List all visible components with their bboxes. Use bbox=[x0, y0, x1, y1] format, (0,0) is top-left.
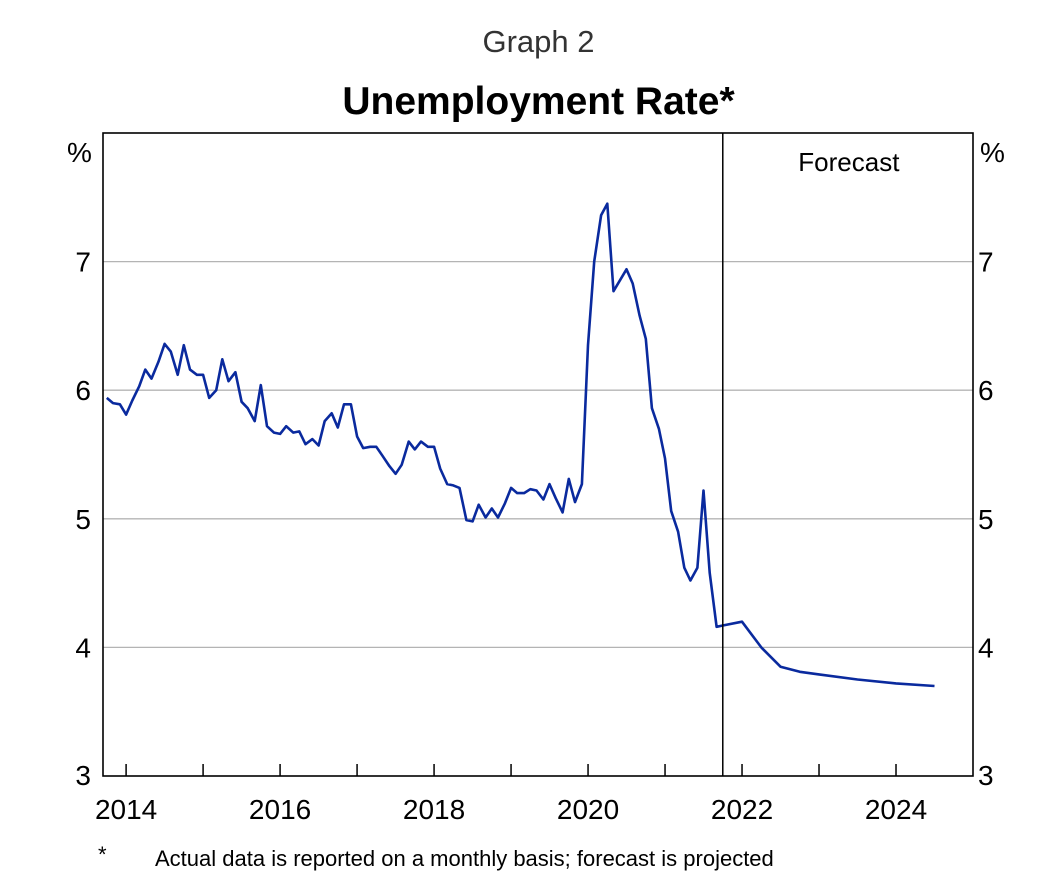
footnote-text: Actual data is reported on a monthly bas… bbox=[155, 846, 774, 871]
x-tick-label-2020: 2020 bbox=[557, 794, 619, 825]
y-tick-label-left-5: 5 bbox=[75, 504, 91, 535]
y-unit-left: % bbox=[67, 137, 92, 168]
x-tick-label-2014: 2014 bbox=[95, 794, 157, 825]
plot-frame bbox=[102, 132, 974, 777]
forecast-label: Forecast bbox=[798, 147, 900, 177]
y-tick-label-right-4: 4 bbox=[978, 632, 994, 663]
y-tick-label-right-6: 6 bbox=[978, 375, 994, 406]
y-tick-label-left-3: 3 bbox=[75, 760, 91, 791]
footnote-marker: * bbox=[98, 842, 107, 867]
chart-title: Unemployment Rate* bbox=[342, 80, 735, 123]
y-tick-label-right-7: 7 bbox=[978, 247, 994, 278]
series-line-0 bbox=[105, 202, 935, 688]
axis-labels: 3 3 4 4 5 5 6 6 7 7 2014 2016 2018 2020 2022 2024% % Fore… bbox=[67, 137, 1005, 825]
y-tick-label-left-6: 6 bbox=[75, 375, 91, 406]
x-tick-label-2022: 2022 bbox=[711, 794, 773, 825]
series-layer bbox=[105, 202, 935, 688]
gridlines bbox=[103, 260, 973, 649]
plot-border bbox=[102, 132, 974, 777]
axis-ticks bbox=[125, 764, 897, 776]
y-tick-label-left-7: 7 bbox=[75, 247, 91, 278]
x-tick-label-2024: 2024 bbox=[865, 794, 927, 825]
y-tick-label-left-4: 4 bbox=[75, 632, 91, 663]
graph-label: Graph 2 bbox=[482, 24, 595, 59]
x-tick-label-2016: 2016 bbox=[249, 794, 311, 825]
y-tick-label-right-3: 3 bbox=[978, 760, 994, 791]
y-tick-label-right-5: 5 bbox=[978, 504, 994, 535]
x-tick-label-2018: 2018 bbox=[403, 794, 465, 825]
y-unit-right: % bbox=[980, 137, 1005, 168]
